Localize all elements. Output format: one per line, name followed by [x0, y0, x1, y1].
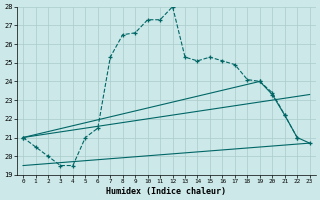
X-axis label: Humidex (Indice chaleur): Humidex (Indice chaleur): [106, 187, 226, 196]
